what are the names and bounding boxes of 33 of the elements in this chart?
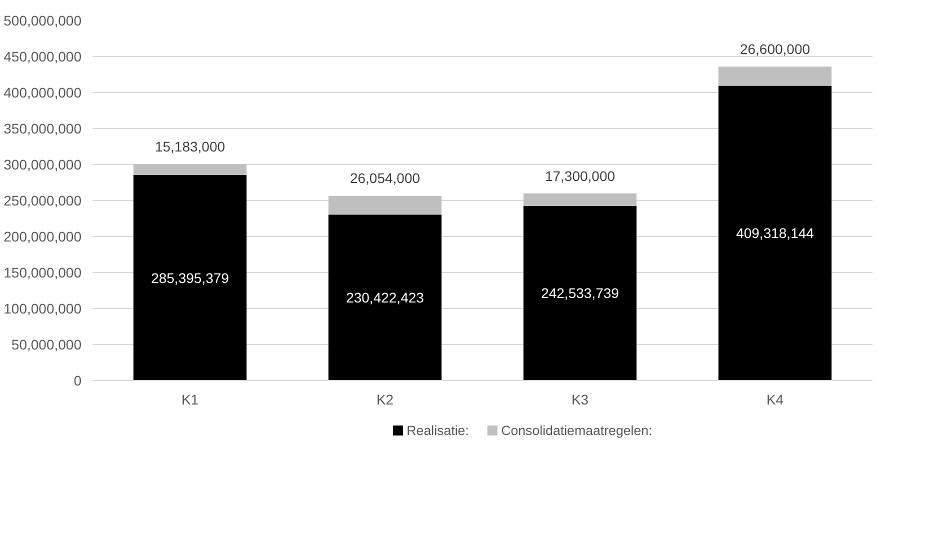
y-tick-label: 0 — [74, 372, 82, 388]
x-tick-label: K3 — [571, 392, 589, 408]
bar — [523, 206, 637, 380]
data-label: 285,395,379 — [151, 270, 230, 286]
y-tick-label: 450,000,000 — [4, 48, 82, 64]
data-label: 409,318,144 — [736, 225, 814, 242]
x-tick-label: K1 — [181, 392, 199, 408]
data-label: 242,533,739 — [541, 285, 620, 302]
y-tick-label: 300,000,000 — [4, 156, 82, 172]
bar — [133, 175, 247, 380]
y-tick-label: 100,000,000 — [4, 300, 82, 316]
bar — [718, 86, 832, 380]
y-tick-label: 400,000,000 — [4, 84, 82, 100]
y-tick-label: 250,000,000 — [4, 192, 82, 208]
x-tick-label: K2 — [376, 392, 394, 408]
bar — [133, 164, 247, 176]
y-tick-label: 350,000,000 — [4, 120, 82, 136]
data-label: 17,300,000 — [544, 168, 616, 184]
y-tick-label: 150,000,000 — [4, 264, 82, 280]
data-label: 26,054,000 — [350, 170, 420, 186]
bar — [718, 66, 832, 86]
y-tick-label: 50,000,000 — [11, 336, 82, 352]
bar — [328, 214, 442, 380]
bar — [328, 196, 442, 215]
data-label: 15,183,000 — [154, 138, 226, 154]
data-label: 230,422,423 — [346, 290, 424, 306]
bar — [523, 193, 637, 206]
y-tick-label: 500,000,000 — [4, 12, 82, 28]
legend-label: Realisatie: — [406, 423, 469, 438]
x-tick-label: K4 — [766, 392, 784, 408]
y-tick-label: 200,000,000 — [4, 228, 82, 244]
data-label: 26,600,000 — [740, 41, 810, 58]
legend-label: Consolidatiemaatregelen: — [501, 423, 652, 438]
